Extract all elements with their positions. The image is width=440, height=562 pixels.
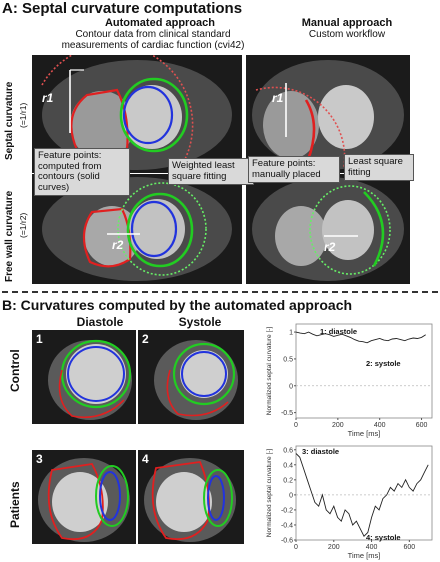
y-tick-label: -0.4 (281, 522, 293, 529)
y-tick-label: 0.6 (283, 447, 293, 454)
r2-label-auto: r2 (112, 238, 124, 252)
y-tick-label: 0.4 (283, 462, 293, 469)
y-tick-label: 0.5 (283, 356, 293, 363)
mri-control-diastole: 1 (32, 330, 136, 424)
x-tick-label: 400 (366, 544, 378, 551)
systole-heading: Systole (178, 315, 222, 329)
x-axis-label: Time [ms] (348, 429, 381, 438)
series-line (295, 331, 426, 344)
x-tick-label: 0 (294, 422, 298, 429)
y-tick-label: -0.5 (281, 410, 293, 417)
y-axis-label: Normalized septal curvature [-] (266, 327, 273, 416)
image-number-3: 3 (36, 452, 43, 466)
mri-patient-diastole: 3 (32, 450, 136, 544)
septal-curvature-label: Septal curvature (4, 81, 15, 160)
mri-manual-freewall: r2 (246, 174, 410, 284)
y-axis-label: Normalized septal curvature [-] (266, 449, 273, 538)
panel-a-title: A: Septal curvature computations (2, 0, 243, 17)
image-number-2: 2 (142, 332, 149, 346)
auto-subheading: Contour data from clinical standard meas… (61, 29, 245, 51)
annotation: 1: diastole (320, 327, 357, 336)
auto-heading: Automated approach (104, 17, 215, 29)
x-tick-label: 600 (403, 544, 415, 551)
x-tick-label: 400 (374, 422, 386, 429)
mri-control-systole: 2 (138, 330, 244, 424)
annotation: 3: diastole (302, 447, 339, 456)
x-tick-label: 200 (332, 422, 344, 429)
patients-label: Patients (8, 481, 22, 528)
mri-patient-systole: 4 (138, 450, 244, 544)
r1-label-auto: r1 (42, 91, 54, 105)
y-tick-label: 0.2 (283, 477, 293, 484)
y-tick-label: 1 (289, 330, 293, 337)
control-label: Control (8, 349, 22, 392)
manual-subheading: Custom workflow (308, 29, 386, 40)
free-wall-curvature-label: Free wall curvature (4, 190, 15, 282)
callout-least-square: Least square fitting (344, 154, 414, 181)
mri-auto-septal: r1 (32, 55, 242, 173)
r2-label-manual: r2 (324, 240, 336, 254)
callout-weighted-lsq: Weighted least square fitting (168, 158, 254, 185)
x-tick-label: 200 (328, 544, 340, 551)
manual-heading: Manual approach (301, 17, 393, 29)
image-number-4: 4 (142, 452, 149, 466)
mri-manual-septal: r1 (246, 55, 410, 173)
annotation: 2: systole (366, 359, 401, 368)
x-tick-label: 0 (294, 544, 298, 551)
free-wall-curvature-formula: (=1/r2) (18, 212, 28, 238)
image-number-1: 1 (36, 332, 43, 346)
series-line (295, 453, 429, 537)
section-divider (2, 291, 438, 293)
panel-b-title: B: Curvatures computed by the automated … (2, 297, 353, 313)
plot-area (295, 323, 433, 419)
plot-area (295, 445, 433, 541)
septal-curvature-formula: (=1/r1) (18, 102, 28, 128)
y-tick-label: 0 (289, 383, 293, 390)
y-tick-label: -0.6 (281, 538, 293, 545)
y-tick-label: 0 (289, 492, 293, 499)
diastole-heading: Diastole (76, 315, 124, 329)
r1-label-manual: r1 (272, 91, 284, 105)
callout-feature-points-auto: Feature points: computed from contours (… (34, 148, 130, 196)
callout-feature-points-manual: Feature points: manually placed (248, 156, 340, 183)
patient-curvature-chart: -0.6 -0.4 -0.2 0 0.2 0.4 0.6 0 200 400 600 Time [ms… (266, 445, 433, 560)
x-tick-label: 600 (416, 422, 428, 429)
x-axis-label: Time [ms] (348, 551, 381, 560)
y-tick-label: -0.2 (281, 507, 293, 514)
annotation: 4: systole (366, 533, 401, 542)
